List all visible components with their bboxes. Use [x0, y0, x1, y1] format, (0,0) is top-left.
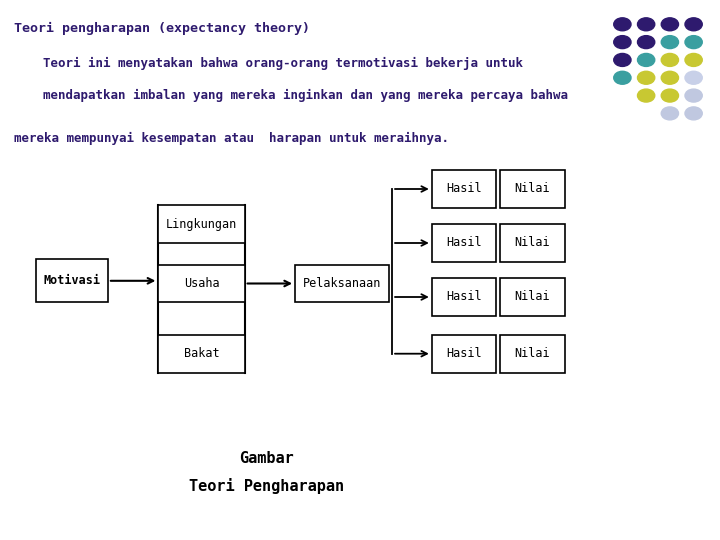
Circle shape	[637, 18, 654, 31]
Text: Pelaksanaan: Pelaksanaan	[302, 277, 381, 290]
Circle shape	[637, 71, 654, 84]
Circle shape	[637, 89, 654, 102]
Circle shape	[661, 18, 678, 31]
FancyBboxPatch shape	[158, 335, 245, 373]
Circle shape	[685, 36, 702, 49]
Text: Hasil: Hasil	[446, 237, 482, 249]
Text: Hasil: Hasil	[446, 183, 482, 195]
Circle shape	[637, 36, 654, 49]
Circle shape	[613, 36, 631, 49]
FancyBboxPatch shape	[500, 170, 564, 208]
Text: Nilai: Nilai	[515, 183, 550, 195]
FancyBboxPatch shape	[158, 265, 245, 302]
FancyBboxPatch shape	[500, 335, 564, 373]
Text: Gambar: Gambar	[239, 451, 294, 466]
Text: Hasil: Hasil	[446, 347, 482, 360]
Text: mendapatkan imbalan yang mereka inginkan dan yang mereka percaya bahwa: mendapatkan imbalan yang mereka inginkan…	[43, 89, 568, 102]
FancyBboxPatch shape	[36, 259, 108, 302]
Circle shape	[661, 89, 678, 102]
Circle shape	[661, 53, 678, 66]
Text: Nilai: Nilai	[515, 237, 550, 249]
Circle shape	[685, 53, 702, 66]
Circle shape	[661, 36, 678, 49]
FancyBboxPatch shape	[432, 224, 497, 262]
Circle shape	[685, 89, 702, 102]
FancyBboxPatch shape	[500, 224, 564, 262]
FancyBboxPatch shape	[295, 265, 389, 302]
Circle shape	[661, 107, 678, 120]
Circle shape	[685, 107, 702, 120]
Circle shape	[685, 71, 702, 84]
Text: mereka mempunyai kesempatan atau  harapan untuk meraihnya.: mereka mempunyai kesempatan atau harapan…	[14, 132, 449, 145]
Text: Nilai: Nilai	[515, 347, 550, 360]
Circle shape	[613, 71, 631, 84]
Circle shape	[613, 53, 631, 66]
Text: Nilai: Nilai	[515, 291, 550, 303]
Text: Teori pengharapan (expectancy theory): Teori pengharapan (expectancy theory)	[14, 22, 310, 35]
Text: Teori ini menyatakan bahwa orang-orang termotivasi bekerja untuk: Teori ini menyatakan bahwa orang-orang t…	[43, 57, 523, 70]
Text: Hasil: Hasil	[446, 291, 482, 303]
Text: Motivasi: Motivasi	[43, 274, 101, 287]
Text: Lingkungan: Lingkungan	[166, 218, 237, 231]
Text: Teori Pengharapan: Teori Pengharapan	[189, 478, 343, 494]
FancyBboxPatch shape	[500, 278, 564, 316]
FancyBboxPatch shape	[432, 335, 497, 373]
Text: Bakat: Bakat	[184, 347, 220, 360]
Circle shape	[637, 53, 654, 66]
Circle shape	[685, 18, 702, 31]
FancyBboxPatch shape	[432, 278, 497, 316]
Circle shape	[661, 71, 678, 84]
Circle shape	[613, 18, 631, 31]
FancyBboxPatch shape	[432, 170, 497, 208]
Text: Usaha: Usaha	[184, 277, 220, 290]
FancyBboxPatch shape	[158, 205, 245, 243]
